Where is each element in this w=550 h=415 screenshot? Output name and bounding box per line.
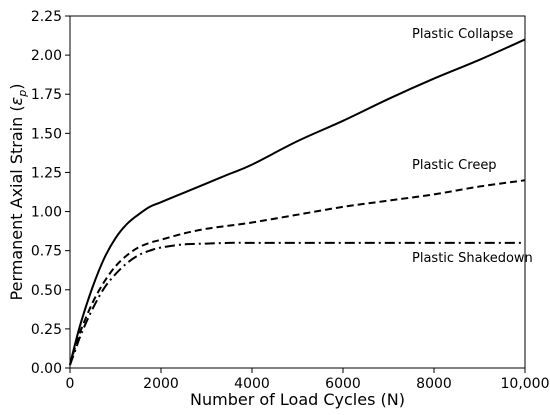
series-label-plastic-collapse: Plastic Collapse xyxy=(412,27,513,42)
series-line-plastic-collapse xyxy=(69,38,526,366)
y-tick-label: 0.75 xyxy=(31,244,62,260)
y-axis-title-close: ) xyxy=(7,84,26,90)
series-label-plastic-creep: Plastic Creep xyxy=(412,158,497,173)
y-tick-label: 1.00 xyxy=(31,205,62,221)
y-tick-label: 2.00 xyxy=(31,48,62,64)
x-tick-label: 10,000 xyxy=(501,376,550,392)
series-label-plastic-shakedown: Plastic Shakedown xyxy=(412,251,533,266)
y-axis-title: Permanent Axial Strain (εp) xyxy=(7,84,29,301)
y-tick-label: 0.25 xyxy=(31,322,62,338)
y-tick-label: 1.25 xyxy=(31,165,62,181)
x-tick-label: 0 xyxy=(66,376,75,392)
series-line-plastic-creep xyxy=(69,179,526,366)
y-axis-title-symbol: ε xyxy=(7,96,26,105)
x-tick-label: 2000 xyxy=(143,376,179,392)
y-axis-title-main: Permanent Axial Strain ( xyxy=(7,105,26,300)
ticks-layer: 0 2000 4000 6000 8000 10,000 0.00 0.25 0.50 0.75 1… xyxy=(31,9,550,392)
y-tick-label: 0.50 xyxy=(31,283,62,299)
y-tick-label: 0.00 xyxy=(31,361,62,377)
x-tick-label: 8000 xyxy=(416,376,452,392)
y-tick-label: 1.75 xyxy=(31,87,62,103)
y-axis-title-subscript: p xyxy=(16,90,29,98)
x-tick-label: 6000 xyxy=(325,376,361,392)
y-tick-label: 2.25 xyxy=(31,9,62,25)
series-labels-layer: Plastic Collapse Plastic Creep Plastic Sha… xyxy=(412,27,533,266)
x-tick-label: 4000 xyxy=(234,376,270,392)
y-tick-label: 1.50 xyxy=(31,126,62,142)
x-axis-title: Number of Load Cycles (N) xyxy=(190,390,405,409)
series-layer xyxy=(69,38,526,366)
series-line-plastic-shakedown xyxy=(69,241,525,366)
plot-frame xyxy=(69,15,526,369)
